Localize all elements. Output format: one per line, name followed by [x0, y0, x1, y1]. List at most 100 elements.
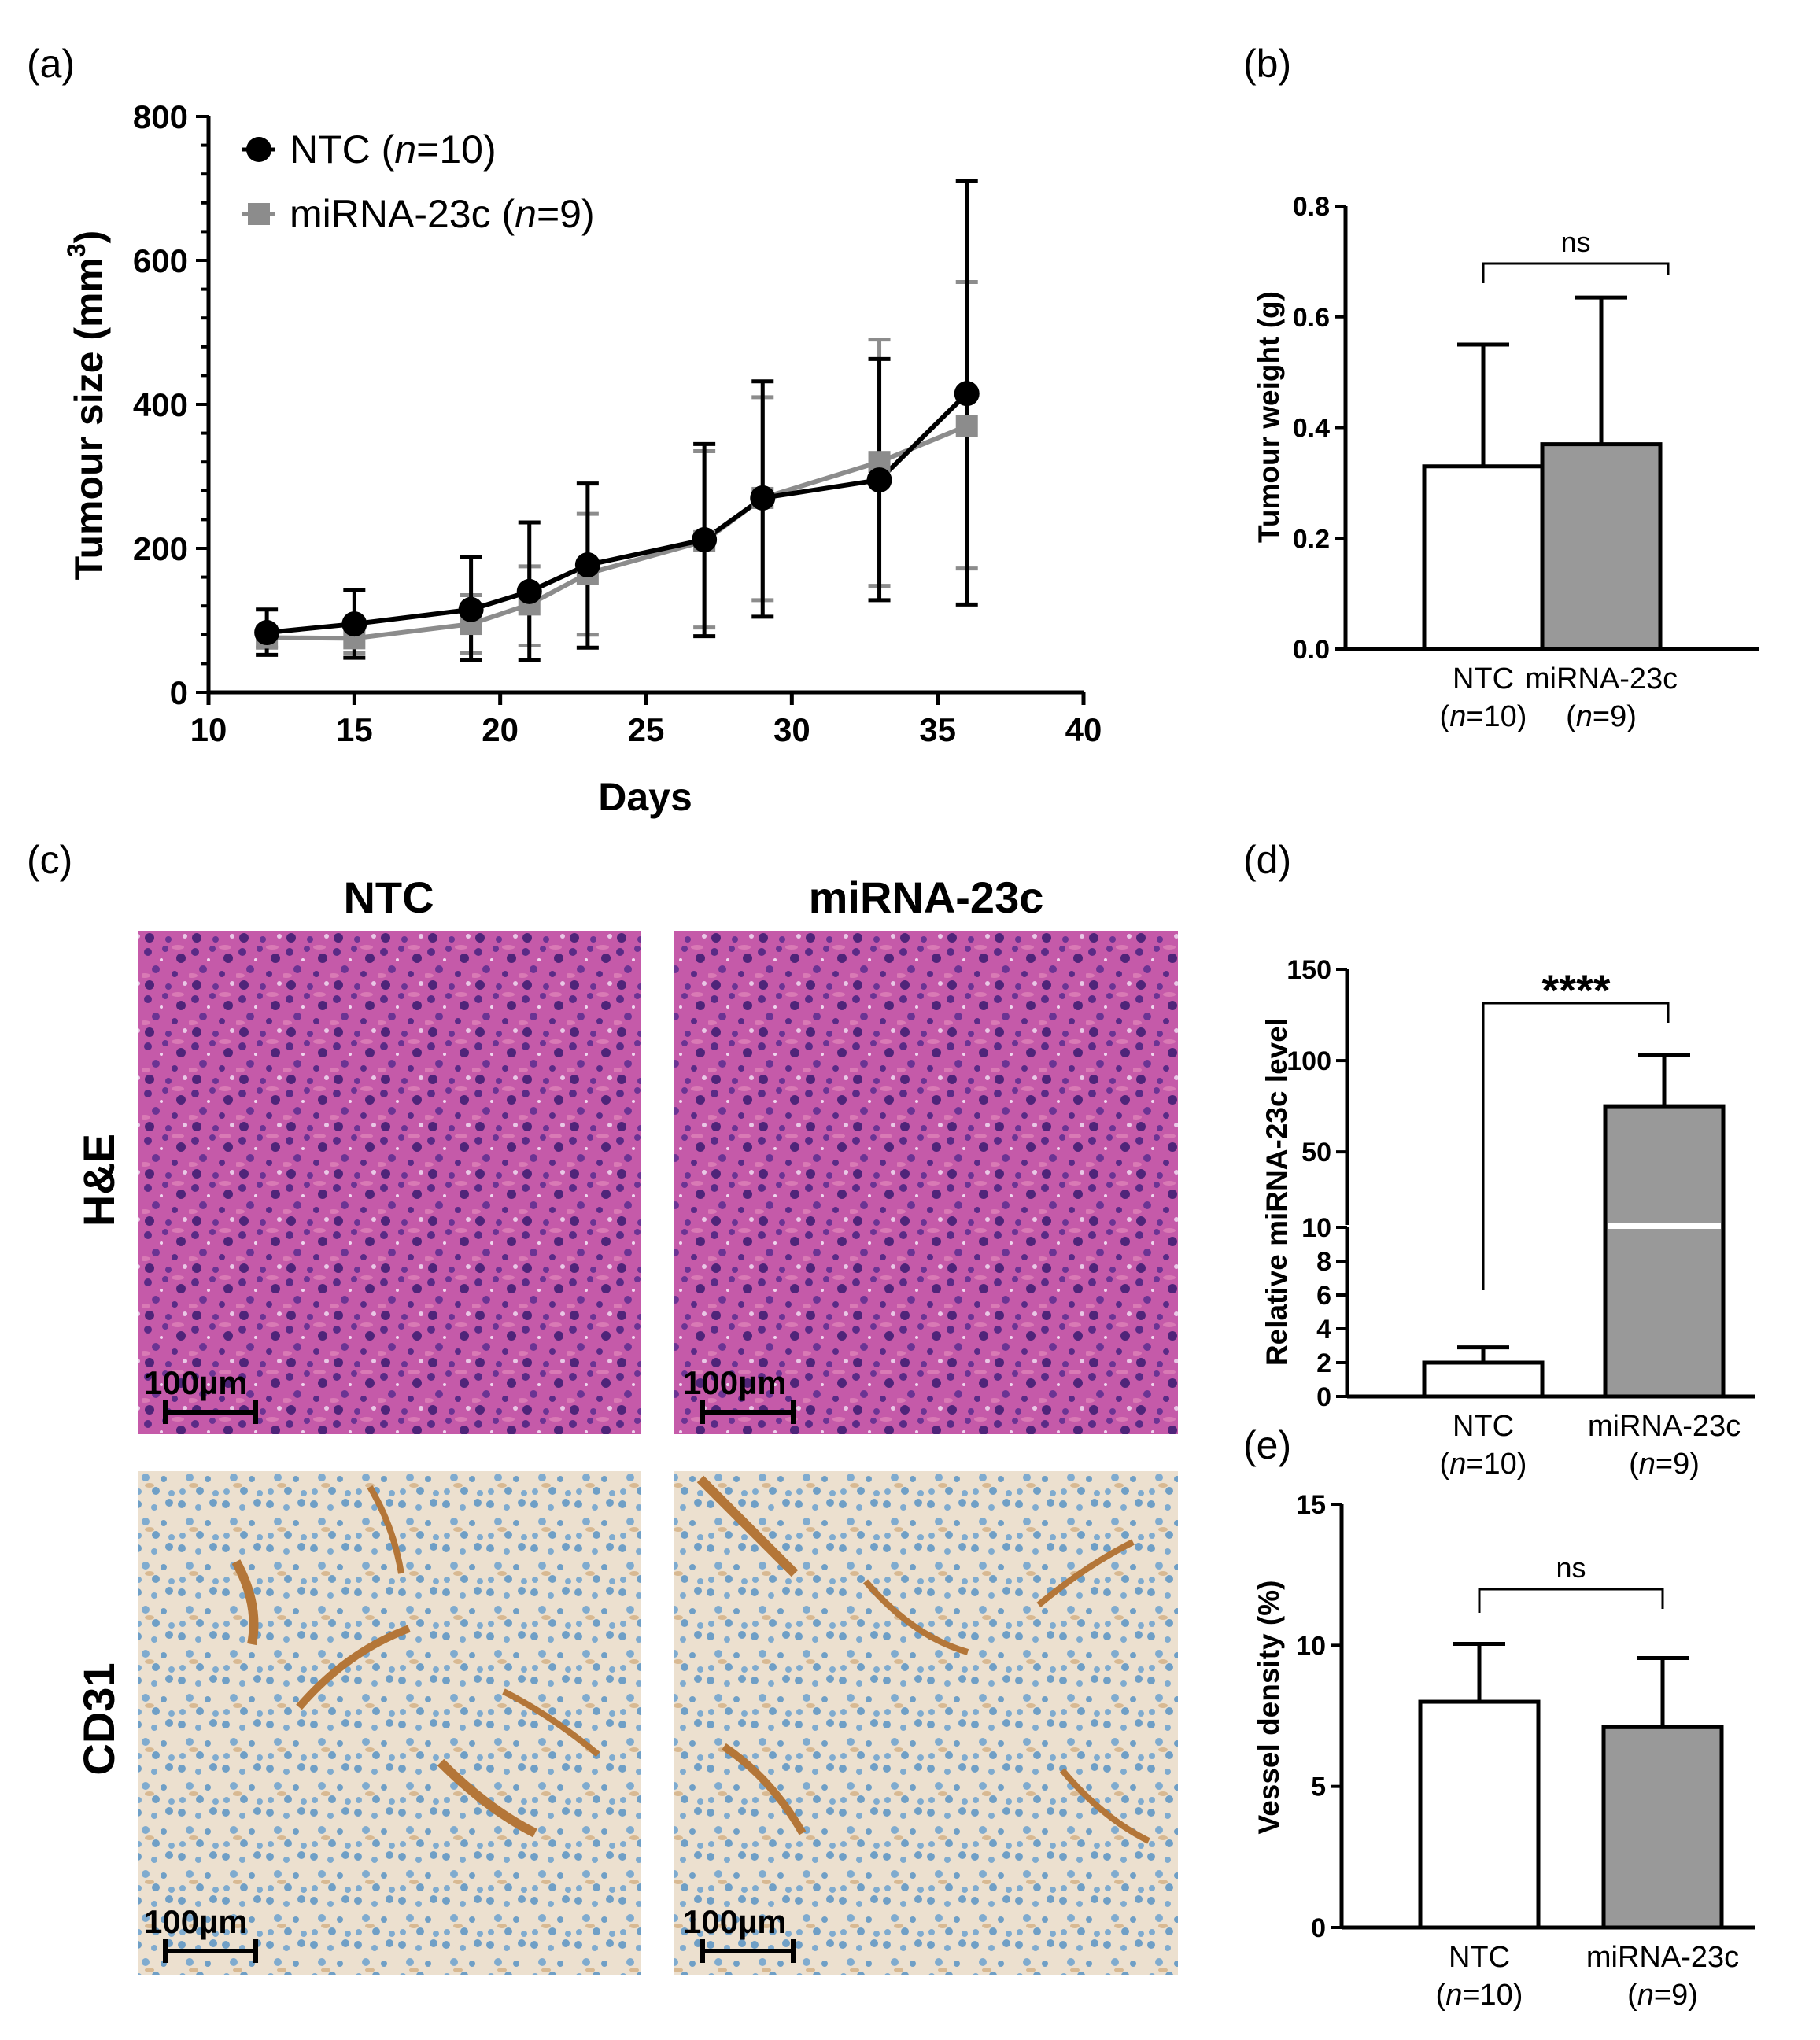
x-tick-label: 20 — [482, 711, 519, 748]
series-line-mirna — [267, 423, 968, 641]
data-point-ntc — [341, 611, 367, 637]
significance-bracket — [1478, 1588, 1664, 1613]
category-label-mirna: miRNA-23c — [1525, 662, 1678, 695]
data-point-mirna — [955, 415, 978, 437]
category-n-label-ntc: (n=10) — [1440, 700, 1527, 733]
column-header-ntc: NTC — [343, 872, 434, 922]
x-tick-label: 30 — [773, 711, 810, 748]
legend-entry-mirna: miRNA-23c (n=9) — [290, 192, 595, 236]
panel-label-d: (d) — [1243, 838, 1291, 882]
scale-bar-label: 100µm — [144, 1903, 248, 1940]
y-tick-label: 600 — [133, 242, 188, 279]
he-image-ntc: 100µm — [138, 931, 641, 1434]
x-tick-label: 40 — [1065, 711, 1102, 748]
y-axis-title: Vessel density (%) — [1253, 1581, 1285, 1835]
scale-bar-label: 100µm — [683, 1364, 787, 1401]
bar-ntc — [1418, 1699, 1541, 1930]
data-point-ntc — [458, 596, 484, 622]
data-point-ntc — [866, 467, 892, 493]
data-point-ntc — [516, 578, 542, 604]
mirna-level-bar-chart: 0 24 6 8 10 50 100 150 NTC (n=10) miRNA-23c (n=9) Re… — [1261, 955, 1755, 1481]
y-tick-label: 8 — [1316, 1247, 1331, 1277]
vessel-density-bar-chart: 0 5 10 15 NTC (n=10) miRNA-23c (n=9) Vessel dens… — [1253, 1490, 1755, 2012]
y-axis-title: Tumour weight (g) — [1253, 291, 1285, 543]
data-point-ntc — [574, 552, 600, 578]
category-label-mirna: miRNA-23c — [1588, 1410, 1741, 1443]
category-label-ntc: NTC — [1453, 1410, 1514, 1443]
y-tick-label: 6 — [1316, 1281, 1331, 1311]
category-label-ntc: NTC — [1449, 1941, 1510, 1974]
bar-ntc — [1422, 464, 1545, 651]
panel-label-a: (a) — [27, 42, 75, 86]
category-n-label-mirna: (n=9) — [1629, 1448, 1700, 1481]
y-tick-label: 5 — [1311, 1773, 1326, 1802]
y-tick-label: 0.4 — [1293, 414, 1330, 444]
y-tick-label: 4 — [1316, 1315, 1331, 1345]
row-header-he: H&E — [74, 1134, 124, 1227]
cd31-image-ntc: 100µm — [138, 1471, 641, 1975]
scale-bar-label: 100µm — [683, 1903, 787, 1940]
y-tick-label: 2 — [1316, 1348, 1331, 1378]
tumour-weight-bar-chart: 0.0 0.2 0.4 0.6 0.8 NTC (n=10) miRNA-23c (n=9) Tu… — [1253, 192, 1759, 733]
y-tick-label: 0 — [1316, 1382, 1331, 1412]
y-axis-title: Relative miRNA-23c level — [1261, 1018, 1293, 1366]
y-tick-label: 200 — [133, 530, 188, 567]
legend-marker-ntc — [246, 137, 271, 162]
data-point-ntc — [254, 620, 280, 646]
y-tick-label: 0.8 — [1293, 192, 1330, 222]
data-point-ntc — [954, 381, 980, 407]
significance-label: ns — [1560, 226, 1590, 258]
row-header-cd31: CD31 — [74, 1662, 124, 1775]
histology-grid: NTC miRNA-23c H&E CD31 100µm 100µm — [74, 872, 1178, 1975]
y-tick-label: 0.0 — [1293, 635, 1330, 665]
column-header-mirna: miRNA-23c — [809, 872, 1044, 922]
axis-break-gap — [1608, 1223, 1721, 1229]
y-tick-label: 800 — [133, 98, 188, 135]
y-tick-label: 50 — [1301, 1138, 1331, 1168]
category-n-label-ntc: (n=10) — [1436, 1979, 1523, 2012]
data-point-ntc — [692, 527, 718, 553]
category-n-label-mirna: (n=9) — [1566, 700, 1637, 733]
y-tick-label: 10 — [1301, 1213, 1331, 1243]
bar-ntc — [1422, 1360, 1545, 1399]
y-tick-label: 150 — [1287, 955, 1331, 985]
legend: NTC (n=10) miRNA-23c (n=9) — [242, 127, 595, 236]
y-tick-label: 15 — [1296, 1490, 1326, 1520]
category-n-label-ntc: (n=10) — [1440, 1448, 1527, 1481]
significance-label: **** — [1541, 965, 1610, 1015]
panel-label-e: (e) — [1243, 1423, 1291, 1467]
bar-mirna — [1601, 1725, 1724, 1930]
category-label-ntc: NTC — [1453, 662, 1514, 695]
significance-bracket — [1482, 1002, 1670, 1290]
significance-bracket — [1482, 262, 1670, 283]
panel-label-c: (c) — [27, 838, 72, 882]
significance-label: ns — [1556, 1551, 1586, 1584]
legend-entry-ntc: NTC (n=10) — [290, 127, 497, 172]
x-axis-title: Days — [598, 775, 692, 819]
category-label-mirna: miRNA-23c — [1586, 1941, 1739, 1974]
scale-bar-label: 100µm — [144, 1364, 248, 1401]
cd31-image-mirna: 100µm — [674, 1471, 1178, 1975]
y-tick-label: 0.6 — [1293, 303, 1330, 333]
data-point-ntc — [750, 485, 776, 511]
panel-label-b: (b) — [1243, 42, 1291, 86]
bar-mirna — [1540, 442, 1663, 651]
x-tick-label: 15 — [336, 711, 373, 748]
y-tick-label: 0.2 — [1293, 524, 1330, 554]
category-n-label-mirna: (n=9) — [1627, 1979, 1698, 2012]
y-tick-label: 10 — [1296, 1631, 1326, 1661]
y-tick-label: 0 — [1311, 1913, 1326, 1943]
y-tick-label: 0 — [170, 674, 188, 711]
y-tick-label: 400 — [133, 386, 188, 423]
x-tick-label: 10 — [190, 711, 227, 748]
he-image-mirna: 100µm — [674, 931, 1178, 1434]
series-line-ntc — [266, 392, 969, 636]
x-tick-label: 35 — [919, 711, 956, 748]
legend-marker-mirna — [248, 203, 270, 225]
y-tick-label: 100 — [1287, 1046, 1331, 1076]
x-tick-label: 25 — [628, 711, 665, 748]
y-axis-title: Tumour size (mm3) — [62, 231, 111, 581]
bar-mirna — [1603, 1104, 1726, 1399]
